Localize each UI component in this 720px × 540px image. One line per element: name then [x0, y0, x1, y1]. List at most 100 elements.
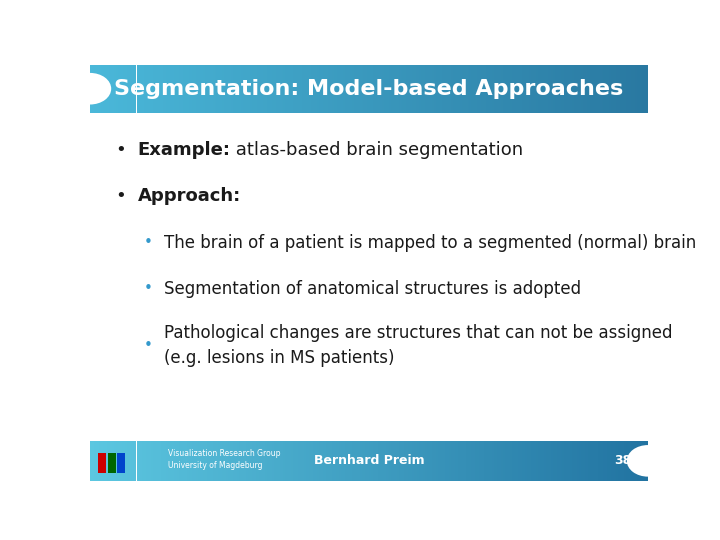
Bar — [315, 65, 317, 113]
Bar — [248, 65, 250, 113]
Bar — [400, 441, 402, 481]
Bar — [358, 441, 360, 481]
Bar — [276, 65, 278, 113]
Bar — [639, 65, 641, 113]
Bar — [315, 441, 317, 481]
Bar — [222, 65, 224, 113]
Bar — [581, 65, 583, 113]
Text: Segmentation of anatomical structures is adopted: Segmentation of anatomical structures is… — [163, 280, 581, 298]
Bar — [220, 65, 222, 113]
Bar — [488, 441, 490, 481]
Bar — [196, 441, 198, 481]
Bar — [408, 65, 410, 113]
Text: Example:: Example: — [138, 141, 230, 159]
Bar — [642, 65, 644, 113]
Bar — [512, 441, 514, 481]
Bar — [481, 65, 482, 113]
Bar — [466, 441, 467, 481]
Bar — [436, 65, 438, 113]
Bar — [510, 441, 512, 481]
Bar — [323, 441, 324, 481]
Bar — [351, 65, 352, 113]
Bar — [170, 441, 172, 481]
Bar — [423, 65, 425, 113]
Bar — [220, 441, 222, 481]
Bar — [459, 65, 460, 113]
Bar — [460, 441, 462, 481]
Bar — [547, 65, 549, 113]
Bar — [449, 65, 451, 113]
Bar — [153, 65, 155, 113]
Bar — [272, 441, 274, 481]
Bar — [601, 65, 603, 113]
Bar — [611, 65, 613, 113]
Bar — [271, 441, 272, 481]
Bar — [564, 441, 566, 481]
Bar — [108, 454, 116, 474]
Bar — [189, 65, 190, 113]
Bar — [328, 441, 330, 481]
Bar — [570, 65, 572, 113]
Bar — [120, 65, 122, 113]
Bar — [382, 65, 384, 113]
Bar — [399, 65, 400, 113]
Bar — [150, 441, 151, 481]
Bar — [501, 441, 503, 481]
Bar — [339, 65, 341, 113]
Bar — [103, 65, 105, 113]
Bar — [453, 441, 454, 481]
Bar — [138, 65, 140, 113]
Bar — [395, 65, 397, 113]
Bar — [213, 65, 215, 113]
Bar — [575, 441, 577, 481]
Bar — [239, 65, 240, 113]
Bar — [174, 441, 176, 481]
Bar — [473, 441, 475, 481]
Bar — [356, 65, 358, 113]
Bar — [354, 441, 356, 481]
Bar — [240, 441, 243, 481]
Bar — [237, 65, 239, 113]
Bar — [226, 441, 228, 481]
Bar — [300, 65, 302, 113]
Bar — [151, 65, 153, 113]
Bar — [127, 65, 129, 113]
Bar — [402, 65, 405, 113]
Bar — [508, 441, 510, 481]
Bar — [527, 441, 529, 481]
Bar — [456, 65, 459, 113]
Bar — [148, 65, 150, 113]
Bar — [507, 441, 508, 481]
Bar — [626, 441, 628, 481]
Bar — [183, 441, 185, 481]
Bar — [531, 441, 533, 481]
Bar — [213, 441, 215, 481]
Bar — [148, 441, 150, 481]
Bar — [107, 65, 109, 113]
Bar — [583, 65, 585, 113]
Bar — [546, 65, 548, 113]
Bar — [440, 65, 441, 113]
Bar — [587, 65, 588, 113]
Bar — [240, 65, 243, 113]
Bar — [144, 441, 145, 481]
Bar — [494, 441, 495, 481]
Bar — [539, 441, 540, 481]
Bar — [562, 65, 564, 113]
Bar — [445, 441, 447, 481]
Bar — [94, 65, 96, 113]
Bar — [168, 65, 170, 113]
Bar — [440, 441, 441, 481]
Bar — [215, 441, 217, 481]
Bar — [332, 441, 333, 481]
Bar — [467, 65, 469, 113]
Bar — [233, 441, 235, 481]
Bar — [593, 441, 594, 481]
Bar — [405, 441, 406, 481]
Bar — [118, 441, 120, 481]
Bar — [529, 441, 531, 481]
Bar — [328, 65, 330, 113]
Bar — [224, 65, 226, 113]
Bar — [622, 441, 624, 481]
Bar — [284, 65, 285, 113]
